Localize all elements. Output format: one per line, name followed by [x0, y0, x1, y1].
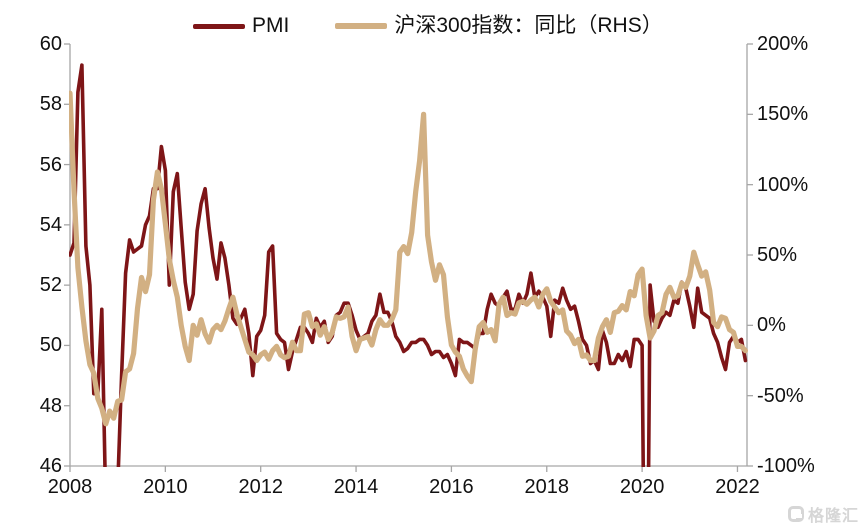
left-axis-tick-label: 56 [39, 153, 62, 176]
left-axis-tick-label: 54 [39, 213, 62, 236]
watermark-text: 格隆汇 [807, 508, 859, 525]
series-csi300-line [69, 90, 748, 427]
legend-swatch-pmi [193, 23, 245, 29]
left-axis-tick-label: 50 [39, 334, 62, 357]
right-axis-tick-label: 200% [757, 33, 809, 55]
watermark: 格隆汇 [787, 502, 859, 526]
left-axis-tick-label: 48 [39, 394, 62, 417]
right-axis-tick-label: 150% [757, 103, 809, 126]
right-axis-tick-label: -50% [757, 384, 804, 407]
x-axis-tick-label: 2016 [429, 476, 474, 498]
legend-label-csi300: 沪深300指数：同比（RHS） [394, 14, 663, 37]
legend-swatch-csi300 [335, 23, 388, 29]
x-axis-tick-label: 2012 [238, 476, 283, 498]
legend-label-pmi: PMI [252, 14, 290, 37]
gelonghui-logo-icon [787, 506, 804, 522]
x-axis-tick-label: 2008 [47, 476, 93, 498]
left-axis-tick-label: 46 [39, 455, 62, 477]
right-axis-tick-label: 100% [757, 173, 809, 196]
right-axis-tick-label: 50% [757, 244, 798, 266]
left-axis-tick-label: 58 [39, 93, 62, 116]
x-axis-tick-label: 2014 [333, 476, 379, 498]
legend-item-pmi: PMI [193, 13, 289, 39]
chart-legend: PMI 沪深300指数：同比（RHS） [193, 13, 663, 39]
legend-item-csi300: 沪深300指数：同比（RHS） [335, 13, 663, 39]
left-axis-tick-label: 52 [39, 274, 62, 297]
x-axis-tick-label: 2018 [524, 476, 570, 498]
right-axis-tick-label: -100% [757, 455, 815, 477]
x-axis-tick-label: 2022 [715, 476, 760, 498]
x-axis-tick-label: 2010 [143, 476, 188, 498]
x-axis-tick-label: 2020 [619, 476, 665, 498]
right-axis-tick-label: 0% [757, 314, 786, 337]
left-axis-tick-label: 60 [39, 33, 62, 55]
series-pmi-line [69, 63, 748, 467]
